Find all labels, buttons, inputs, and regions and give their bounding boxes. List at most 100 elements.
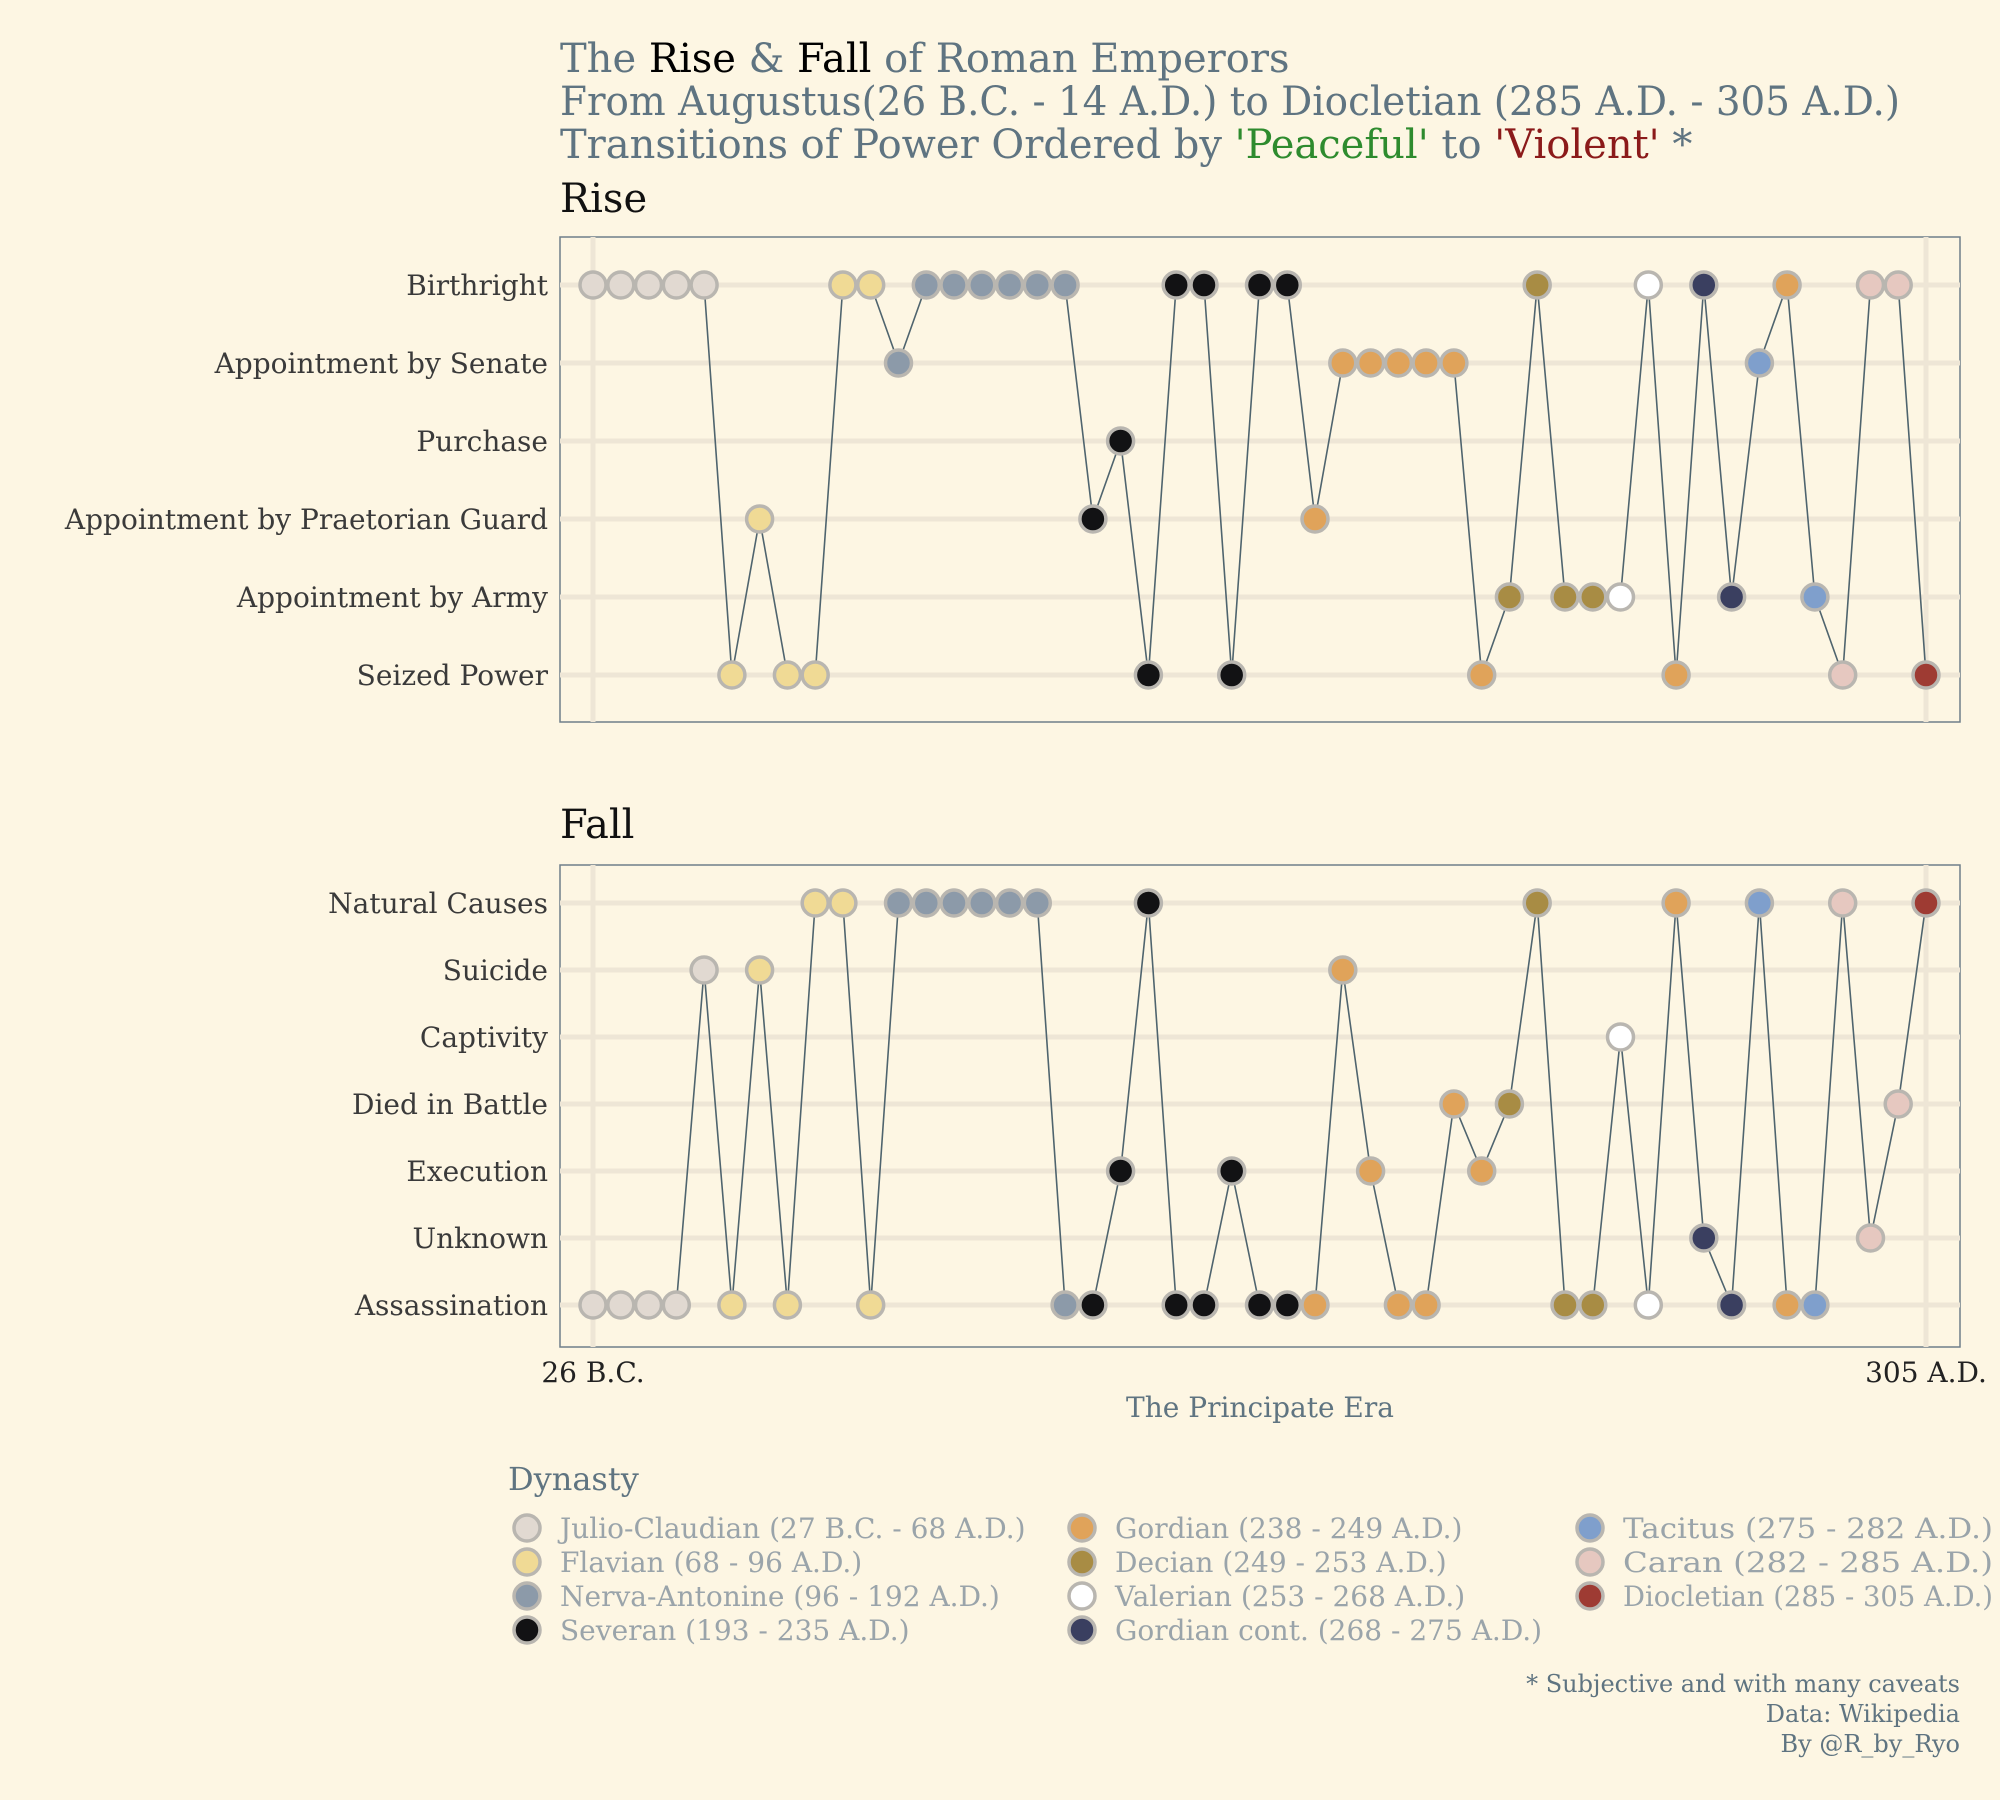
data-point [1911,660,1941,690]
data-point [1216,1156,1247,1186]
data-point [1550,582,1580,612]
caption-author: By @R_by_Ryo [1781,1730,1960,1758]
data-point [994,888,1025,918]
data-point [1105,426,1136,456]
data-point [828,270,858,300]
data-point [1883,1089,1913,1119]
legend-key-diocletian [1575,1581,1605,1611]
title-fall: Fall [797,36,871,82]
data-point [1689,1223,1719,1253]
legend-key-nerva [512,1581,542,1611]
data-point [1466,1156,1497,1186]
legend: Julio-Claudian (27 B.C. - 68 A.D.)Flavia… [512,1512,1993,1647]
title-amp: & [736,36,797,82]
data-point [1855,1223,1886,1253]
rise-panel-frame [559,236,1961,723]
x-axis-label: The Principate Era [1126,1391,1394,1424]
legend-label-nerva: Nerva-Antonine (96 - 192 A.D.) [560,1580,1000,1613]
legend-label-valerian: Valerian (253 - 268 A.D.) [1114,1580,1465,1613]
y-tick-label: Unknown [413,1222,549,1255]
data-point [1383,1290,1414,1320]
data-point [1133,660,1164,690]
data-point [911,888,942,918]
data-point [1272,1290,1303,1320]
legend-label-flavian: Flavian (68 - 96 A.D.) [560,1546,862,1579]
data-point [1133,888,1164,918]
data-point [1105,1156,1136,1186]
data-point [744,504,775,534]
data-point [1328,348,1358,378]
y-tick-label: Seized Power [357,659,549,692]
data-point [1050,270,1080,300]
title3-mid: to [1429,122,1495,168]
legend-key-valerian [1067,1581,1097,1611]
data-point [1439,1089,1469,1119]
y-tick-label: Purchase [416,425,548,458]
legend-key-caran [1575,1547,1605,1577]
data-point [1494,582,1525,612]
data-point [1605,1022,1636,1052]
data-point [1522,888,1552,918]
title-line-1: The Rise & Fall of Roman Emperors [560,36,1290,82]
legend-key-gordian [1067,1513,1097,1543]
title3-violent: 'Violent' [1494,122,1659,168]
data-point [1466,660,1497,690]
rise-panel: Birthright Appointment by Senate Purchase A… [64,237,1960,722]
data-point [1355,348,1386,378]
data-point [1883,270,1913,300]
fall-panel: Natural Causes Suicide Captivity Died in Ba… [328,865,1960,1347]
data-point [1355,1156,1386,1186]
data-point [883,348,914,378]
data-point [1244,270,1275,300]
data-point [578,1290,608,1320]
legend-label-severan: Severan (193 - 235 A.D.) [560,1614,910,1647]
y-tick-label: Birthright [406,269,548,302]
data-point [661,1290,692,1320]
data-point [606,270,636,300]
data-point [994,270,1025,300]
title-rise: Rise [649,36,736,82]
legend-label-gordiancont: Gordian cont. (268 - 275 A.D.) [1115,1614,1542,1647]
y-tick-label: Died in Battle [352,1088,548,1121]
data-point [1300,504,1330,534]
data-point [1550,1290,1580,1320]
y-tick-label: Appointment by Army [236,581,548,614]
data-point [855,270,886,300]
data-point [1744,348,1775,378]
data-point [1661,660,1691,690]
legend-key-decian [1067,1547,1097,1577]
data-point [744,955,775,985]
legend-label-gordian: Gordian (238 - 249 A.D.) [1115,1512,1462,1545]
title3-pre: Transitions of Power Ordered by [560,122,1235,168]
data-point [1189,1290,1219,1320]
series-line [593,284,1927,676]
data-point [1772,1290,1802,1320]
data-point [661,270,692,300]
y-tick-label: Appointment by Senate [214,347,548,380]
legend-key-gordiancont [1067,1615,1097,1645]
legend-label-tacitus: Tacitus (275 - 282 A.D.) [1623,1512,1993,1545]
y-tick-label: Suicide [443,954,548,987]
y-tick-label: Assassination [354,1289,548,1322]
data-point [1744,888,1775,918]
data-point [939,888,969,918]
title-pre: The [560,36,649,82]
y-tick-label: Captivity [420,1021,548,1054]
data-point [1411,348,1441,378]
caption-source: Data: Wikipedia [1766,1700,1960,1728]
data-point [1911,888,1941,918]
data-point [1800,582,1830,612]
data-point [1411,1290,1441,1320]
data-point [772,660,803,690]
data-point [1161,1290,1191,1320]
caption-note: * Subjective and with many caveats [1526,1670,1960,1698]
data-point [1772,270,1802,300]
data-point [689,955,719,985]
data-point [800,660,830,690]
data-point [967,888,997,918]
data-point [1328,955,1358,985]
data-point [1022,888,1053,918]
data-point [855,1290,886,1320]
data-point [1661,888,1691,918]
legend-key-julio [512,1513,542,1543]
